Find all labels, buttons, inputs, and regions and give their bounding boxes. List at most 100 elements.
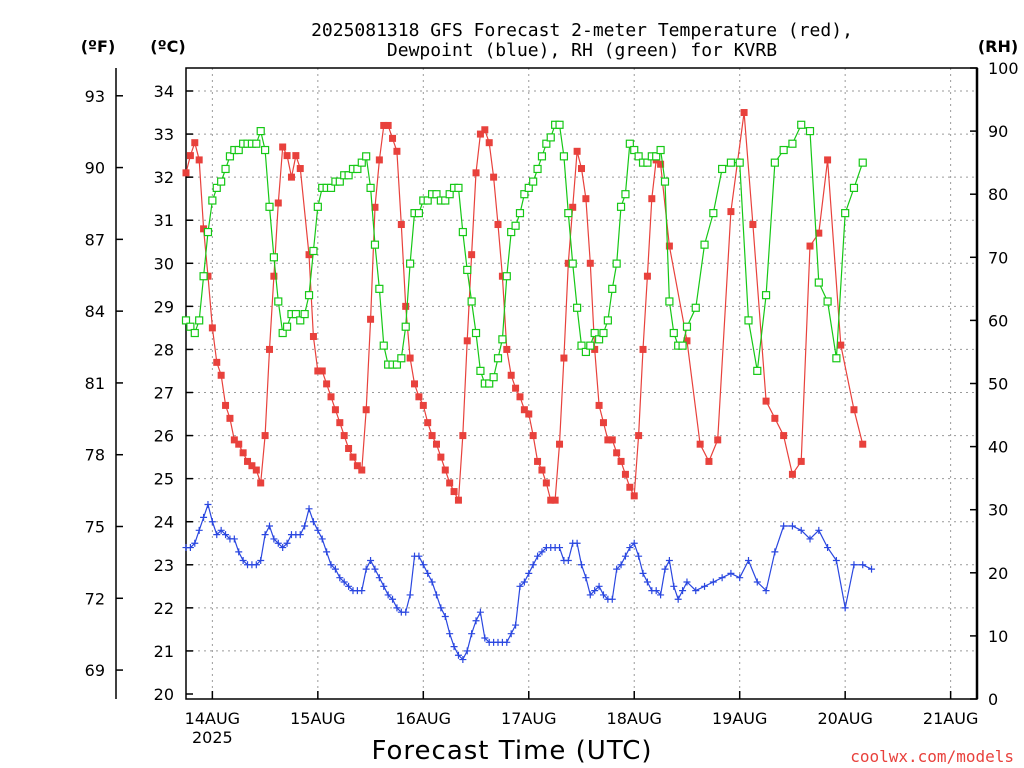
temperature-point bbox=[195, 156, 203, 164]
dewpoint-point bbox=[718, 574, 726, 582]
dewpoint-point bbox=[520, 578, 528, 586]
celsius-tick-label: 23 bbox=[154, 556, 174, 575]
dewpoint-point bbox=[599, 591, 607, 599]
dewpoint-point bbox=[305, 505, 313, 513]
rh-point bbox=[586, 341, 595, 350]
temperature-point bbox=[375, 156, 383, 164]
dewpoint-point bbox=[564, 556, 572, 564]
temperature-point bbox=[239, 449, 247, 457]
chart-title-line-2: Dewpoint (blue), RH (green) for KVRB bbox=[387, 40, 777, 61]
rh-point bbox=[467, 297, 476, 306]
rh-point bbox=[441, 196, 450, 205]
temperature-point bbox=[859, 440, 867, 448]
dewpoint-point bbox=[419, 561, 427, 569]
rh-point bbox=[489, 373, 498, 382]
fahrenheit-tick-label: 69 bbox=[85, 661, 105, 680]
temperature-point bbox=[683, 337, 691, 345]
dewpoint-point bbox=[771, 548, 779, 556]
dewpoint-point bbox=[371, 565, 379, 573]
rh-point bbox=[779, 145, 788, 155]
dewpoint-point bbox=[503, 638, 511, 646]
dewpoint-point bbox=[683, 578, 691, 586]
dewpoint-point bbox=[797, 526, 805, 534]
rh-point bbox=[313, 202, 322, 211]
dewpoint-point bbox=[472, 617, 480, 625]
dewpoint-point bbox=[191, 539, 199, 547]
temperature-point bbox=[569, 203, 577, 211]
dewpoint-point bbox=[516, 582, 524, 590]
dewpoint-point bbox=[213, 531, 221, 539]
rh-point bbox=[208, 196, 217, 205]
temperature-point bbox=[788, 470, 796, 478]
temperature-point bbox=[643, 272, 651, 280]
rh-point bbox=[212, 183, 221, 192]
dewpoint-point bbox=[591, 587, 599, 595]
celsius-tick-label: 25 bbox=[154, 470, 174, 489]
fahrenheit-axis-ticks: 69 72 75 78 81 84 87 90 93 bbox=[85, 87, 123, 680]
dewpoint-point bbox=[643, 578, 651, 586]
dewpoint-point bbox=[679, 587, 687, 595]
temperature-point bbox=[507, 371, 515, 379]
temperature-point bbox=[252, 466, 260, 474]
rh-tick-label: 100 bbox=[988, 59, 1019, 78]
temperature-point bbox=[604, 436, 612, 444]
rh-point bbox=[524, 183, 533, 192]
temperature-point bbox=[599, 419, 607, 427]
temperature-point bbox=[542, 479, 550, 487]
dewpoint-point bbox=[670, 582, 678, 590]
temperature-point bbox=[797, 457, 805, 465]
rh-point bbox=[625, 139, 634, 148]
rh-point bbox=[366, 183, 375, 192]
rh-point bbox=[581, 347, 590, 357]
dewpoint-point bbox=[217, 526, 225, 534]
dewpoint-point bbox=[692, 587, 700, 595]
temperature-point bbox=[402, 302, 410, 310]
rh-point bbox=[502, 272, 511, 281]
temperature-point bbox=[665, 242, 673, 250]
dewpoint-point bbox=[463, 647, 471, 655]
dewpoint-point bbox=[424, 569, 432, 577]
rh-point bbox=[832, 354, 841, 363]
dewpoint-point bbox=[665, 556, 673, 564]
rh-point bbox=[282, 322, 292, 331]
temperature-point bbox=[432, 440, 440, 448]
dewpoint-point bbox=[415, 552, 423, 560]
temperature-point bbox=[551, 496, 559, 504]
temperature-point bbox=[595, 401, 603, 409]
dewpoint-point bbox=[204, 500, 212, 508]
rh-tick-label: 20 bbox=[988, 564, 1008, 583]
temperature-point bbox=[213, 358, 221, 366]
rh-point bbox=[397, 354, 406, 363]
fahrenheit-tick-label: 72 bbox=[85, 589, 105, 608]
dewpoint-point bbox=[393, 604, 401, 612]
temperature-point bbox=[186, 152, 194, 160]
rh-tick-label: 50 bbox=[988, 375, 1008, 394]
fahrenheit-tick-label: 87 bbox=[85, 230, 105, 249]
dewpoint-point bbox=[507, 630, 515, 638]
rh-point bbox=[621, 190, 630, 199]
temperature-point bbox=[490, 173, 498, 181]
rh-point bbox=[797, 120, 806, 129]
rh-point bbox=[291, 309, 300, 319]
credit-text: coolwx.com/models bbox=[850, 747, 1014, 766]
temperature-point bbox=[630, 492, 638, 500]
dewpoint-point bbox=[331, 565, 339, 573]
rh-point bbox=[370, 240, 380, 249]
temperature-point bbox=[635, 432, 643, 440]
rh-point bbox=[423, 196, 432, 205]
rh-tick-label: 80 bbox=[988, 185, 1008, 204]
rh-point bbox=[678, 341, 687, 350]
temperature-point bbox=[318, 367, 326, 375]
temperature-point bbox=[248, 462, 256, 470]
rh-point bbox=[542, 139, 551, 148]
temperature-point bbox=[714, 436, 722, 444]
dewpoint-point bbox=[586, 591, 594, 599]
rh-point bbox=[269, 253, 278, 262]
rh-point bbox=[186, 322, 195, 331]
temperature-point bbox=[362, 406, 370, 414]
rh-point bbox=[498, 335, 507, 344]
temperature-point bbox=[437, 453, 445, 461]
rh-point bbox=[335, 177, 344, 186]
temperature-point bbox=[815, 229, 823, 237]
